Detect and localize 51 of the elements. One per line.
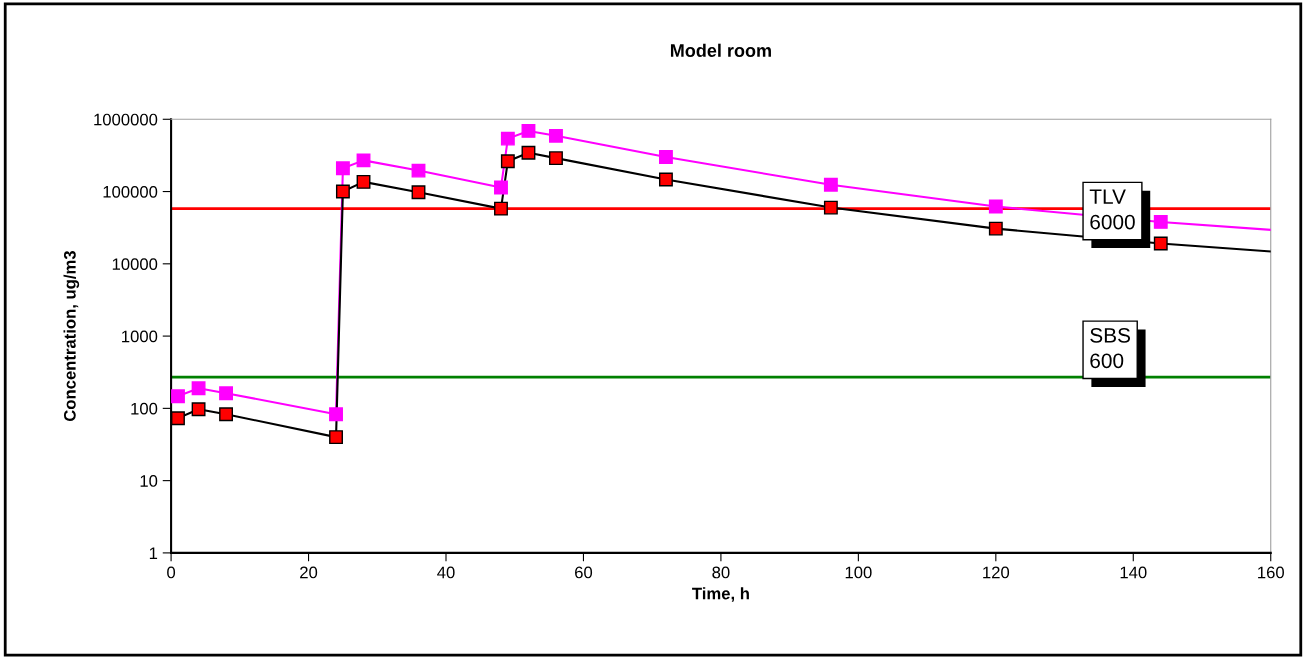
- point: [411, 163, 426, 178]
- y-tick-label: 10000: [112, 258, 158, 271]
- x-tick-label: 160: [1258, 566, 1284, 579]
- y-tick-label: 1: [149, 547, 158, 559]
- point: [549, 128, 563, 143]
- point: [335, 161, 350, 176]
- y-tick-label: 10: [140, 475, 158, 487]
- point: [356, 174, 371, 189]
- point: [191, 402, 206, 417]
- point: [171, 411, 185, 426]
- point: [823, 177, 838, 192]
- point: [494, 180, 508, 195]
- x-tick-label: 120: [983, 566, 1010, 579]
- x-tick-label: 60: [575, 566, 593, 579]
- point: [329, 430, 343, 445]
- point: [411, 185, 426, 200]
- x-tick-label: 20: [300, 566, 318, 579]
- y-tick-label: 1000000: [94, 113, 158, 126]
- point: [335, 184, 350, 199]
- x-tick-label: 0: [167, 566, 176, 579]
- point: [988, 221, 1003, 236]
- x-axis-title: Time, h: [692, 587, 749, 602]
- y-axis-title: Concentration, ug/m3: [63, 251, 80, 422]
- ref-line-label: TLV 6000: [1089, 189, 1135, 230]
- point: [658, 172, 673, 187]
- x-tick-label: 140: [1120, 566, 1147, 579]
- y-tick-label: 100: [131, 402, 158, 415]
- point: [500, 131, 515, 146]
- chart-title: Model room: [670, 43, 771, 57]
- ref-line-label: SBS 600: [1090, 327, 1131, 369]
- point: [356, 153, 371, 168]
- x-tick-label: 80: [712, 566, 730, 579]
- point: [658, 150, 673, 165]
- x-tick-label: 100: [845, 566, 872, 579]
- y-tick-label: 1000: [122, 330, 158, 343]
- point: [219, 386, 234, 401]
- point: [494, 201, 508, 216]
- point: [823, 200, 838, 215]
- point: [329, 407, 343, 422]
- point: [988, 199, 1003, 214]
- point: [171, 389, 185, 404]
- point: [219, 407, 234, 422]
- point: [521, 145, 536, 160]
- y-tick-label: 100000: [103, 185, 158, 198]
- x-tick-label: 40: [437, 566, 455, 579]
- point: [191, 381, 206, 396]
- point: [521, 123, 536, 138]
- point: [549, 151, 563, 166]
- point: [1153, 236, 1168, 251]
- point: [1153, 214, 1168, 229]
- point: [500, 154, 515, 169]
